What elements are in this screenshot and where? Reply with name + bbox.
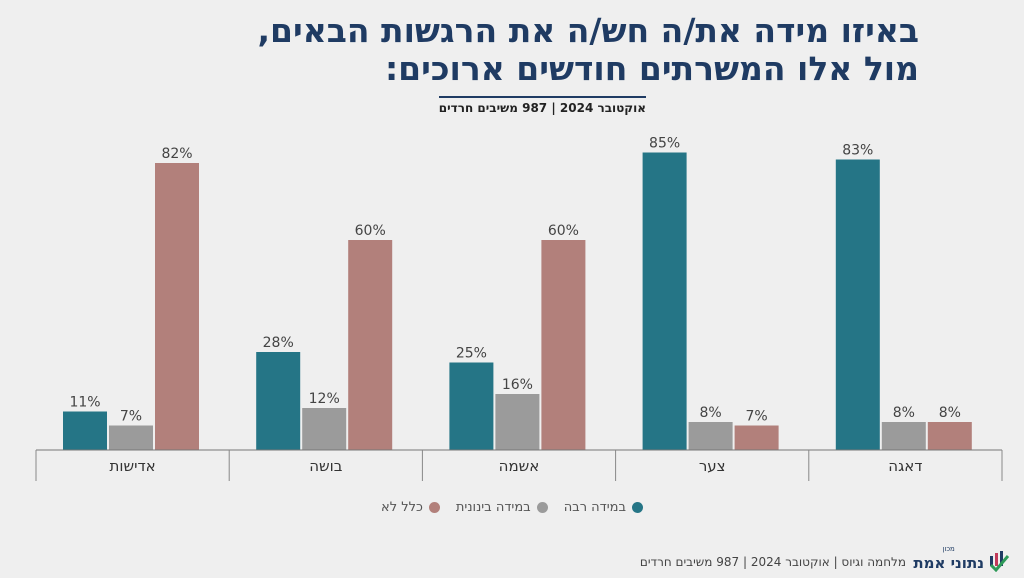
legend-item-2: במידה בינונית	[456, 500, 548, 515]
legend-swatch-3	[428, 502, 440, 513]
data-label-3-3: 60%	[548, 223, 579, 239]
legend-swatch-1	[632, 502, 644, 513]
data-label-1-5: 11%	[69, 395, 100, 411]
data-label-2-2: 8%	[699, 405, 721, 421]
data-label-3-4: 60%	[355, 223, 386, 239]
bar-2-5	[109, 425, 153, 450]
bar-1-5	[63, 411, 107, 450]
chart-legend: במידה רבה במידה בינונית כלל לא	[300, 500, 724, 515]
logo-name: נתוני אמת	[913, 554, 984, 572]
bar-3-1	[927, 422, 972, 450]
footer-source: מלחמה וגיוס | אוקטובר 2024 | 987 משיבים …	[639, 555, 906, 569]
data-label-1-2: 85%	[649, 136, 680, 152]
category-label-3: אשמה	[499, 457, 540, 475]
legend-swatch-2	[536, 502, 548, 513]
legend-label-2: במידה בינונית	[455, 500, 531, 515]
data-label-3-5: 82%	[161, 146, 192, 162]
chart-title-line-2: מול אלו המשרתים חודשים ארוכים:	[384, 49, 919, 88]
bar-2-3	[495, 394, 540, 450]
category-label-4: בושה	[309, 457, 343, 475]
chart-subtitle: אוקטובר 2024 | 987 משיבים חרדים	[438, 96, 646, 115]
data-label-2-1: 8%	[893, 405, 915, 421]
bar-check-icon	[989, 551, 1010, 572]
bar-3-5	[155, 163, 199, 450]
data-label-3-2: 7%	[745, 409, 767, 425]
logo-small-text: מכון	[942, 545, 955, 553]
category-label-1: דאגה	[888, 457, 922, 475]
bar-1-3	[449, 362, 494, 450]
data-label-2-3: 16%	[502, 377, 533, 393]
bar-1-1	[835, 159, 880, 450]
logo: מכון נתוני אמת	[913, 545, 1010, 572]
data-label-1-1: 83%	[842, 143, 873, 159]
legend-item-1: במידה רבה	[563, 500, 644, 515]
data-label-3-1: 8%	[939, 405, 961, 421]
logo-wordmark: מכון נתוני אמת	[913, 545, 984, 572]
category-label-5: אדישות	[110, 457, 156, 475]
legend-label-3: כלל לא	[381, 500, 423, 515]
data-label-2-4: 12%	[309, 391, 340, 407]
category-label-2: צער	[699, 457, 726, 475]
bar-3-4	[348, 240, 393, 450]
bar-3-2	[734, 425, 779, 450]
bar-1-2	[642, 152, 687, 450]
data-label-1-3: 25%	[456, 346, 487, 362]
data-label-2-5: 7%	[120, 409, 142, 425]
legend-label-1: במידה רבה	[563, 500, 627, 515]
bar-2-2	[688, 422, 733, 450]
data-label-1-4: 28%	[263, 335, 294, 351]
chart-title: באיזו מידה את/ה חש/ה את הרגשות הבאים, מו…	[99, 12, 919, 88]
chart-title-line-1: באיזו מידה את/ה חש/ה את הרגשות הבאים,	[257, 11, 919, 50]
bar-1-4	[256, 352, 301, 450]
bar-3-3	[541, 240, 586, 450]
bar-2-1	[881, 422, 926, 450]
bar-2-4	[302, 408, 347, 450]
legend-item-3: כלל לא	[381, 500, 440, 515]
